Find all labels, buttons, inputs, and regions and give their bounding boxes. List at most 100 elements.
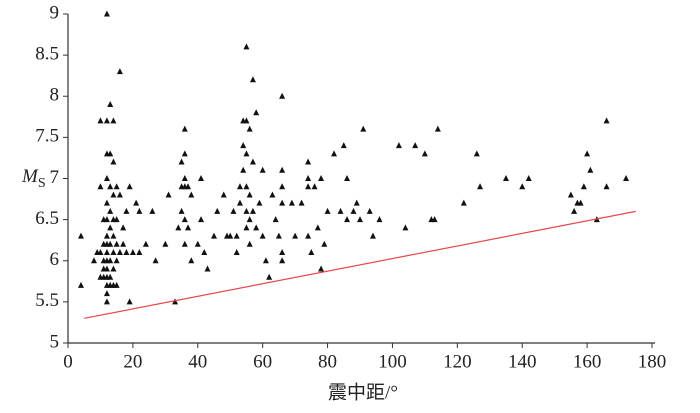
data-point bbox=[279, 183, 286, 190]
data-point bbox=[243, 207, 250, 214]
data-point bbox=[103, 175, 110, 181]
data-point bbox=[188, 191, 195, 198]
data-point bbox=[142, 240, 149, 247]
y-axis-label-subscript: S bbox=[38, 176, 46, 191]
data-point bbox=[253, 109, 260, 116]
data-point bbox=[175, 224, 182, 231]
data-point bbox=[136, 249, 143, 256]
data-point bbox=[434, 125, 441, 132]
data-point bbox=[344, 175, 351, 181]
data-point bbox=[149, 207, 156, 214]
data-point bbox=[262, 257, 269, 264]
data-point bbox=[103, 249, 110, 256]
data-point bbox=[107, 183, 114, 190]
data-point bbox=[460, 199, 467, 206]
data-point bbox=[185, 183, 192, 190]
data-point bbox=[107, 100, 114, 107]
data-point bbox=[305, 158, 312, 165]
data-point bbox=[369, 232, 376, 239]
data-point bbox=[623, 175, 630, 181]
data-point bbox=[103, 10, 110, 17]
data-point bbox=[110, 249, 117, 256]
data-point bbox=[103, 290, 110, 297]
data-point bbox=[567, 191, 574, 198]
y-tick-label: 7 bbox=[50, 167, 60, 188]
x-tick-label: 120 bbox=[443, 351, 472, 372]
data-point bbox=[110, 232, 117, 239]
data-point bbox=[185, 224, 192, 231]
data-point bbox=[113, 281, 120, 288]
data-point bbox=[204, 265, 211, 272]
data-point bbox=[116, 191, 123, 198]
data-point bbox=[113, 240, 120, 247]
data-point bbox=[259, 232, 266, 239]
data-point bbox=[243, 183, 250, 190]
data-point bbox=[123, 249, 130, 256]
data-point bbox=[240, 166, 247, 173]
data-point bbox=[181, 240, 188, 247]
data-point bbox=[603, 183, 610, 190]
data-point bbox=[214, 207, 221, 214]
data-point bbox=[236, 199, 243, 206]
y-tick-label: 8.5 bbox=[35, 43, 59, 64]
data-point bbox=[503, 175, 509, 181]
y-tick-label: 6 bbox=[50, 249, 60, 270]
data-point bbox=[90, 257, 97, 264]
data-point bbox=[337, 207, 344, 214]
x-tick-label: 140 bbox=[508, 351, 537, 372]
data-point bbox=[198, 175, 205, 181]
y-tick-label: 8 bbox=[50, 85, 60, 106]
data-point bbox=[357, 216, 363, 223]
data-point bbox=[412, 142, 419, 149]
y-tick-label: 6.5 bbox=[35, 208, 59, 229]
x-tick-label: 100 bbox=[378, 351, 407, 372]
x-axis-label: 震中距/° bbox=[328, 381, 398, 403]
data-point bbox=[97, 183, 104, 190]
data-point bbox=[249, 207, 256, 214]
data-point bbox=[110, 191, 117, 198]
data-point bbox=[116, 68, 123, 75]
data-point bbox=[188, 257, 195, 264]
data-point bbox=[201, 249, 208, 256]
data-point bbox=[178, 207, 185, 214]
data-point bbox=[165, 191, 172, 198]
data-point bbox=[123, 207, 130, 214]
data-point bbox=[421, 150, 428, 157]
data-point bbox=[211, 232, 217, 239]
data-point bbox=[350, 207, 357, 214]
data-point bbox=[126, 183, 133, 190]
data-point bbox=[230, 207, 237, 214]
data-point bbox=[571, 207, 578, 214]
data-point bbox=[103, 199, 110, 206]
data-point bbox=[181, 216, 188, 223]
data-point bbox=[525, 175, 532, 181]
x-tick-label: 20 bbox=[123, 351, 142, 372]
data-point bbox=[275, 232, 282, 239]
data-point bbox=[305, 175, 312, 181]
data-point bbox=[473, 150, 480, 157]
data-point bbox=[305, 183, 312, 190]
data-point bbox=[246, 240, 253, 247]
data-point bbox=[120, 240, 127, 247]
data-point bbox=[584, 150, 591, 157]
data-point bbox=[110, 117, 117, 124]
data-point bbox=[181, 175, 188, 181]
data-point bbox=[162, 240, 169, 247]
data-point bbox=[376, 216, 383, 223]
data-point bbox=[240, 142, 247, 149]
data-point bbox=[116, 249, 123, 256]
data-point bbox=[246, 191, 253, 198]
x-tick-label: 160 bbox=[573, 351, 602, 372]
data-point bbox=[107, 150, 114, 157]
data-point bbox=[477, 183, 484, 190]
data-point bbox=[395, 142, 402, 149]
data-point bbox=[100, 265, 107, 272]
data-point bbox=[103, 232, 110, 239]
data-point bbox=[353, 199, 360, 206]
data-point bbox=[103, 117, 110, 124]
data-point bbox=[220, 191, 227, 198]
x-tick-label: 0 bbox=[63, 351, 73, 372]
data-point bbox=[77, 232, 84, 239]
x-tick-label: 40 bbox=[188, 351, 207, 372]
